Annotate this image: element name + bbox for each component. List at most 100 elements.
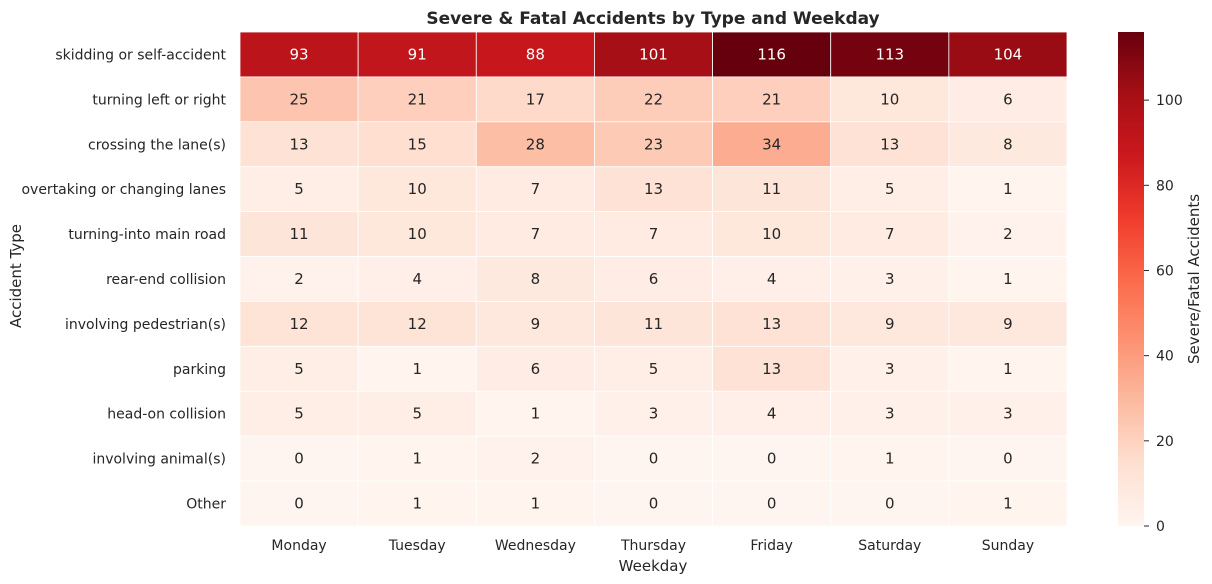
heatmap-cell (239, 211, 359, 257)
y-tick-label: skidding or self-accident (55, 47, 226, 63)
cell-value-label: 13 (290, 135, 309, 153)
heatmap-cell (948, 301, 1068, 347)
cell-value-label: 0 (767, 450, 777, 468)
heatmap-cell (594, 256, 713, 302)
x-tick-label: Tuesday (388, 538, 446, 554)
cell-value-label: 1 (1003, 360, 1013, 378)
cell-value-label: 5 (649, 360, 659, 378)
heatmap-cell (712, 121, 832, 168)
heatmap-cell (475, 435, 595, 482)
heatmap-cell (594, 345, 713, 392)
heatmap-cell (948, 76, 1068, 123)
cell-value-label: 10 (762, 225, 781, 243)
heatmap-cell (475, 301, 595, 347)
heatmap-cell (948, 166, 1068, 213)
cell-value-label: 101 (639, 45, 668, 63)
heatmap-cell (830, 435, 950, 482)
heatmap-cell (475, 211, 595, 257)
cell-value-label: 34 (762, 135, 781, 153)
heatmap-cell (239, 256, 359, 302)
cell-value-label: 2 (531, 450, 541, 468)
cell-value-label: 12 (290, 315, 309, 333)
y-tick-label: crossing the lane(s) (88, 137, 226, 153)
heatmap-cell (239, 480, 359, 527)
heatmap-cell (948, 256, 1068, 302)
y-tick-label: involving pedestrian(s) (65, 317, 226, 333)
heatmap-cell (239, 345, 359, 392)
cell-value-label: 5 (885, 180, 895, 198)
x-axis-label: Weekday (619, 557, 688, 575)
x-tick-label: Thursday (620, 538, 686, 554)
heatmap-cell (948, 345, 1068, 392)
heatmap-cell (830, 301, 950, 347)
heatmap-cell (948, 480, 1068, 527)
colorbar: 0 20 40 60 80 100 Severe/Fatal Accidents (1118, 32, 1203, 535)
cell-value-label: 113 (875, 45, 904, 63)
cell-value-label: 10 (880, 90, 899, 108)
heatmap-cell (239, 31, 359, 78)
y-axis-label: Accident Type (7, 224, 25, 328)
heatmap-cell (239, 301, 359, 347)
x-tick-label: Friday (750, 538, 792, 554)
cell-value-label: 21 (762, 90, 781, 108)
y-tick-labels: skidding or self-accident turning left or… (21, 47, 226, 512)
heatmap-cell (357, 31, 477, 78)
cell-value-label: 88 (526, 45, 545, 63)
heatmap-cell (475, 121, 595, 168)
heatmap-cell (357, 480, 477, 527)
colorbar-tick-label: 40 (1156, 349, 1174, 365)
heatmap-cell (594, 480, 713, 527)
cell-value-label: 11 (644, 315, 663, 333)
cell-value-label: 11 (290, 225, 309, 243)
cell-value-label: 3 (1003, 405, 1013, 423)
x-tick-labels: Monday Tuesday Wednesday Thursday Friday Satu… (271, 538, 1034, 554)
x-tick-label: Saturday (858, 538, 921, 554)
cell-value-label: 3 (885, 360, 895, 378)
cell-value-label: 5 (294, 360, 304, 378)
cell-value-label: 13 (644, 180, 663, 198)
heatmap-cell (239, 435, 359, 482)
heatmap-cell (357, 345, 477, 392)
heatmap-cell (357, 121, 477, 168)
heatmap-cell (712, 76, 832, 123)
cell-value-label: 25 (290, 90, 309, 108)
cell-value-label: 1 (885, 450, 895, 468)
cell-value-label: 0 (649, 495, 659, 513)
y-tick-label: rear-end collision (106, 272, 226, 288)
heatmap-cell (830, 31, 950, 78)
cell-value-label: 9 (1003, 315, 1013, 333)
cell-value-label: 5 (294, 180, 304, 198)
cell-value-label: 3 (885, 405, 895, 423)
cell-value-label: 1 (412, 360, 422, 378)
cell-value-label: 13 (880, 135, 899, 153)
heatmap-cell (712, 256, 832, 302)
cell-value-label: 12 (408, 315, 427, 333)
cell-value-label: 104 (994, 45, 1023, 63)
heatmap-cell (712, 435, 832, 482)
cell-value-label: 1 (412, 450, 422, 468)
heatmap-cell (712, 301, 832, 347)
heatmap-cell (594, 166, 713, 213)
y-tick-label: turning-into main road (68, 227, 226, 243)
cell-value-label: 28 (526, 135, 545, 153)
x-tick-label: Sunday (982, 538, 1034, 554)
colorbar-tick-label: 20 (1156, 434, 1174, 450)
cell-value-label: 6 (531, 360, 541, 378)
cell-value-label: 0 (1003, 450, 1013, 468)
heatmap-cell (948, 211, 1068, 257)
heatmap-cell (475, 390, 595, 437)
y-tick-label: overtaking or changing lanes (21, 182, 226, 198)
heatmap-cell (712, 345, 832, 392)
cell-value-label: 7 (649, 225, 659, 243)
cell-value-label: 9 (885, 315, 895, 333)
heatmap-cell (239, 166, 359, 213)
heatmap-cell (830, 166, 950, 213)
cell-value-label: 5 (412, 405, 422, 423)
colorbar-tick-label: 80 (1156, 178, 1174, 194)
heatmap-cell (594, 435, 713, 482)
cell-value-label: 13 (762, 315, 781, 333)
heatmap-cell (357, 256, 477, 302)
cell-value-label: 1 (1003, 270, 1013, 288)
cell-value-label: 0 (649, 450, 659, 468)
